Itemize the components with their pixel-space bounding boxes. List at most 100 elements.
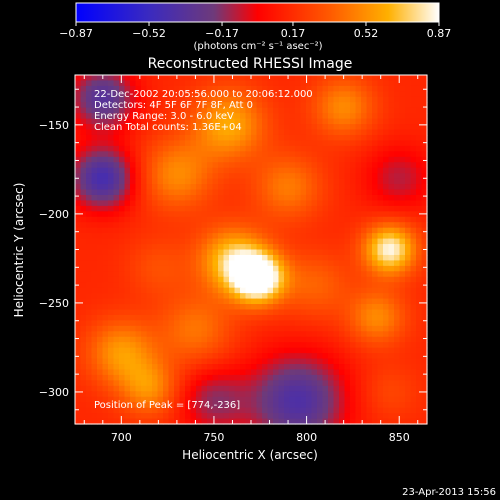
heatmap-cell xyxy=(146,85,153,92)
heatmap-cell xyxy=(163,353,170,360)
heatmap-cell xyxy=(163,107,170,114)
heatmap-cell xyxy=(218,96,225,103)
heatmap-cell xyxy=(135,75,142,82)
heatmap-cell xyxy=(262,418,269,425)
heatmap-cell xyxy=(141,238,148,245)
heatmap-cell xyxy=(383,107,390,114)
heatmap-cell xyxy=(394,325,401,332)
heatmap-cell xyxy=(196,304,203,311)
heatmap-cell xyxy=(289,402,296,409)
heatmap-cell xyxy=(377,309,384,316)
heatmap-cell xyxy=(190,173,197,180)
heatmap-cell xyxy=(75,314,82,321)
heatmap-cell xyxy=(152,211,159,218)
heatmap-cell xyxy=(240,129,247,136)
heatmap-cell xyxy=(377,282,384,289)
heatmap-cell xyxy=(267,129,274,136)
heatmap-cell xyxy=(130,156,137,163)
heatmap-cell xyxy=(185,353,192,360)
heatmap-cell xyxy=(388,364,395,371)
heatmap-cell xyxy=(152,260,159,267)
heatmap-cell xyxy=(102,211,109,218)
heatmap-cell xyxy=(91,369,98,376)
heatmap-cell xyxy=(256,402,263,409)
heatmap-cell xyxy=(322,238,329,245)
heatmap-cell xyxy=(256,216,263,223)
heatmap-cell xyxy=(229,402,236,409)
heatmap-cell xyxy=(355,184,362,191)
heatmap-cell xyxy=(328,184,335,191)
heatmap-cell xyxy=(394,162,401,169)
heatmap-cell xyxy=(344,254,351,261)
heatmap-cell xyxy=(394,151,401,158)
heatmap-cell xyxy=(86,216,93,223)
heatmap-cell xyxy=(218,145,225,152)
heatmap-cell xyxy=(113,102,120,109)
heatmap-cell xyxy=(119,374,126,381)
heatmap-cell xyxy=(350,304,357,311)
heatmap-cell xyxy=(306,162,313,169)
heatmap-cell xyxy=(234,140,241,147)
heatmap-cell xyxy=(262,260,269,267)
heatmap-cell xyxy=(207,75,214,82)
heatmap-cell xyxy=(421,407,428,414)
heatmap-cell xyxy=(146,309,153,316)
heatmap-cell xyxy=(350,85,357,92)
heatmap-cell xyxy=(383,156,390,163)
heatmap-cell xyxy=(350,75,357,82)
heatmap-cell xyxy=(223,75,230,82)
heatmap-cell xyxy=(289,102,296,109)
heatmap-cell xyxy=(306,331,313,338)
heatmap-cell xyxy=(130,200,137,207)
heatmap-cell xyxy=(377,124,384,131)
heatmap-cell xyxy=(344,216,351,223)
heatmap-cell xyxy=(201,85,208,92)
heatmap-cell xyxy=(113,244,120,251)
heatmap-cell xyxy=(135,85,142,92)
heatmap-cell xyxy=(168,260,175,267)
heatmap-cell xyxy=(350,184,357,191)
heatmap-cell xyxy=(152,282,159,289)
heatmap-cell xyxy=(146,396,153,403)
heatmap-cell xyxy=(141,369,148,376)
heatmap-cell xyxy=(124,418,131,425)
heatmap-cell xyxy=(240,314,247,321)
heatmap-cell xyxy=(168,129,175,136)
heatmap-cell xyxy=(361,407,368,414)
heatmap-cell xyxy=(245,358,252,365)
heatmap-cell xyxy=(130,407,137,414)
heatmap-cell xyxy=(355,314,362,321)
heatmap-cell xyxy=(185,184,192,191)
heatmap-cell xyxy=(229,309,236,316)
heatmap-cell xyxy=(405,347,412,354)
heatmap-cell xyxy=(289,140,296,147)
heatmap-cell xyxy=(229,260,236,267)
heatmap-cell xyxy=(91,380,98,387)
heatmap-cell xyxy=(300,396,307,403)
heatmap-cell xyxy=(284,276,291,283)
heatmap-cell xyxy=(289,156,296,163)
heatmap-cell xyxy=(278,254,285,261)
heatmap-cell xyxy=(262,298,269,305)
heatmap-cell xyxy=(372,254,379,261)
heatmap-cell xyxy=(102,298,109,305)
heatmap-cell xyxy=(174,364,181,371)
heatmap-cell xyxy=(251,276,258,283)
heatmap-cell xyxy=(289,134,296,142)
heatmap-cell xyxy=(179,407,186,414)
heatmap-cell xyxy=(339,304,346,311)
heatmap-cell xyxy=(196,347,203,354)
heatmap-cell xyxy=(377,293,384,300)
heatmap-cell xyxy=(130,353,137,360)
heatmap-cell xyxy=(361,320,368,327)
heatmap-cell xyxy=(86,156,93,163)
heatmap-cell xyxy=(317,385,324,392)
heatmap-cell xyxy=(355,293,362,300)
heatmap-cell xyxy=(339,298,346,305)
heatmap-cell xyxy=(174,331,181,338)
heatmap-cell xyxy=(86,113,93,120)
heatmap-cell xyxy=(86,271,93,278)
heatmap-cell xyxy=(372,134,379,142)
heatmap-cell xyxy=(174,265,181,272)
heatmap-cell xyxy=(130,358,137,365)
